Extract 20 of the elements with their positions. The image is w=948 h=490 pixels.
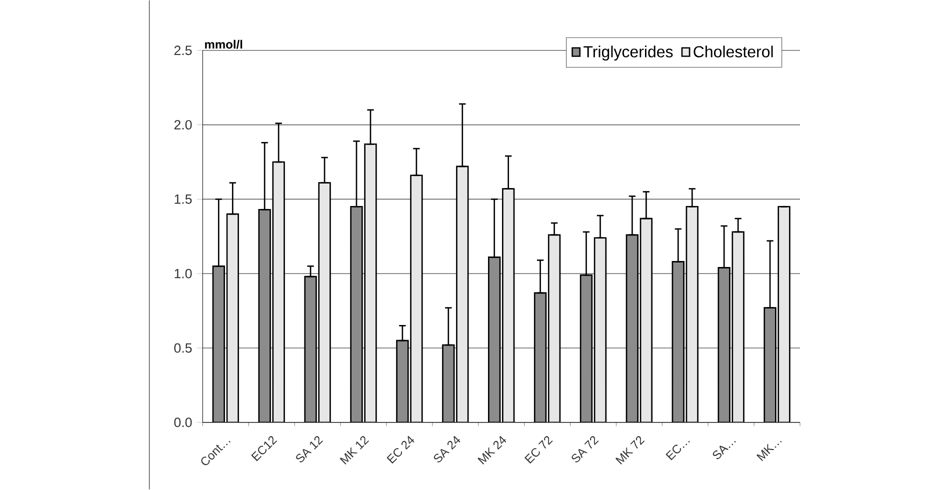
y-tick-label: 2.0 bbox=[174, 120, 192, 130]
y-axis-title: mmol/l bbox=[205, 40, 242, 49]
x-tick-label: MK 72 bbox=[615, 436, 645, 465]
y-tick-label: 0.0 bbox=[174, 418, 192, 428]
y-tick-label: 1.5 bbox=[174, 194, 192, 204]
x-tick-label: MK 12 bbox=[340, 436, 369, 465]
x-tick-label: SA 24 bbox=[434, 436, 460, 462]
x-tick-label: EC… bbox=[666, 441, 690, 460]
x-tick-label: EC 24 bbox=[386, 436, 414, 464]
legend-label: Triglycerides bbox=[584, 46, 673, 61]
y-tick-label: 1.0 bbox=[174, 268, 192, 278]
x-tick-label: MK… bbox=[756, 440, 782, 462]
x-tick-label: SA 12 bbox=[296, 436, 324, 462]
x-tick-label: SA 72 bbox=[572, 436, 599, 462]
y-tick-label: 0.5 bbox=[174, 343, 192, 353]
legend-label: Cholesterol bbox=[694, 46, 773, 58]
x-tick-label: SA… bbox=[712, 441, 736, 460]
y-tick-label: 2.5 bbox=[174, 46, 192, 56]
x-tick-label: EC 72 bbox=[524, 436, 553, 464]
x-tick-label: MK 24 bbox=[478, 436, 506, 465]
